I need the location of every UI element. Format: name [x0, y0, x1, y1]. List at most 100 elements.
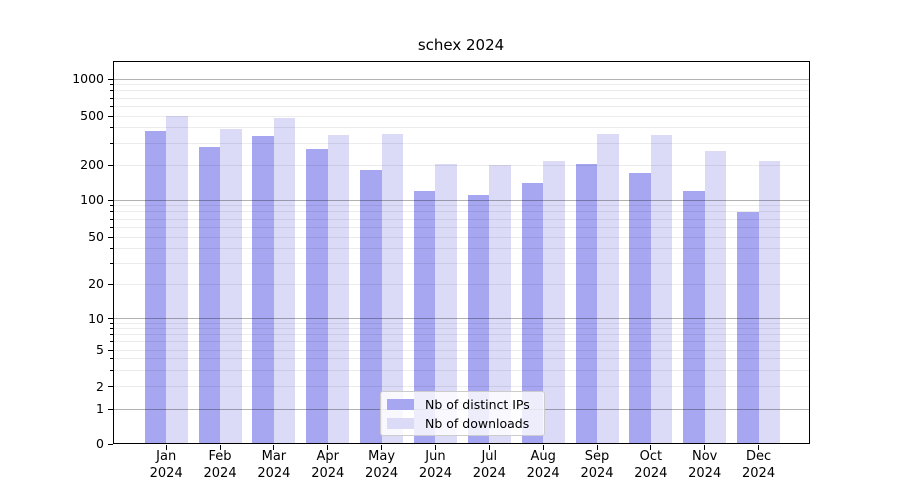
minor-gridline-4 [114, 358, 809, 360]
bar-apr-distinct-ips [306, 148, 328, 443]
y-minortick-70 [110, 218, 113, 220]
y-tick-500 [108, 115, 113, 117]
legend-swatch-downloads [387, 417, 414, 429]
bar-mar-downloads [273, 117, 296, 443]
major-gridline-10 [114, 318, 809, 319]
y-minortick-700 [110, 97, 113, 99]
y-minortick-90 [110, 205, 113, 207]
y-tick-100 [108, 199, 113, 201]
y-tick-20 [108, 283, 113, 285]
legend-item-downloads: Nb of downloads [387, 416, 536, 431]
minor-gridline-800 [114, 90, 809, 92]
y-tick-1 [108, 408, 113, 410]
y-tick-label-500: 500 [80, 108, 104, 123]
x-tick-label-aug-2024: Aug 2024 [526, 449, 560, 481]
y-minortick-400 [110, 127, 113, 129]
x-tick-label-jun-2024: Jun 2024 [418, 449, 452, 481]
y-tick-2 [108, 386, 113, 387]
minor-gridline-600 [114, 105, 809, 107]
x-tick-label-sep-2024: Sep 2024 [580, 449, 614, 481]
bar-oct-distinct-ips [629, 173, 651, 443]
y-minortick-3 [110, 369, 113, 371]
minor-gridline-700 [114, 97, 809, 99]
minor-gridline-40 [114, 247, 809, 249]
x-tick-label-dec-2024: Dec 2024 [742, 449, 776, 481]
x-tick-dec [758, 445, 760, 450]
y-minortick-40 [110, 247, 113, 249]
bar-aug-distinct-ips [521, 183, 544, 443]
minor-gridline-5 [114, 349, 809, 351]
y-tick-label-10: 10 [88, 310, 104, 326]
bar-mar-distinct-ips [252, 135, 274, 443]
y-tick-label-20: 20 [88, 276, 104, 291]
bar-may-distinct-ips [360, 170, 382, 443]
y-tick-1000 [108, 78, 113, 80]
bar-dec-downloads [758, 161, 781, 443]
x-tick-aug [542, 445, 544, 450]
minor-gridline-20 [114, 283, 809, 285]
y-tick-0 [108, 443, 113, 445]
x-tick-label-jan-2024: Jan 2024 [149, 449, 183, 481]
x-tick-mar [273, 445, 275, 450]
minor-gridline-400 [114, 127, 809, 129]
minor-gridline-500 [114, 115, 809, 117]
y-tick-label-5: 5 [96, 342, 104, 357]
x-tick-sep [596, 445, 598, 450]
minor-gridline-3 [114, 369, 809, 371]
legend: Nb of distinct IPs Nb of downloads [380, 391, 545, 436]
x-tick-jun [434, 445, 436, 450]
x-tick-nov [704, 445, 706, 450]
minor-gridline-8 [114, 328, 809, 330]
y-tick-5 [108, 349, 113, 351]
bar-jul-downloads [489, 165, 511, 443]
bar-jul-distinct-ips [467, 195, 490, 443]
minor-gridline-2 [114, 386, 809, 387]
bar-jan-downloads [166, 116, 188, 443]
y-minortick-300 [110, 142, 113, 144]
x-tick-label-apr-2024: Apr 2024 [311, 449, 345, 481]
bar-apr-downloads [327, 135, 350, 443]
x-tick-label-may-2024: May 2024 [365, 449, 399, 481]
minor-gridline-6 [114, 341, 809, 343]
minor-gridline-80 [114, 211, 809, 213]
minor-gridline-70 [114, 218, 809, 220]
major-gridline-100 [114, 199, 809, 201]
x-tick-may [381, 445, 383, 450]
y-tick-200 [108, 164, 113, 166]
y-tick-label-50: 50 [88, 229, 104, 244]
y-minortick-8 [110, 328, 113, 330]
y-tick-50 [108, 236, 113, 238]
plot-area [113, 61, 810, 444]
y-tick-label-0: 0 [96, 436, 104, 451]
y-minortick-6 [110, 341, 113, 343]
minor-gridline-900 [114, 84, 809, 86]
y-tick-label-100: 100 [80, 192, 104, 207]
legend-swatch-distinct-ips [387, 398, 414, 410]
y-tick-label-1000: 1000 [72, 71, 104, 86]
minor-gridline-90 [114, 205, 809, 207]
chart-title: schex 2024 [417, 36, 505, 54]
y-minortick-9 [110, 322, 113, 324]
bar-feb-distinct-ips [198, 147, 221, 443]
minor-gridline-50 [114, 236, 809, 238]
y-tick-label-2: 2 [96, 378, 104, 394]
major-gridline-1000 [114, 78, 809, 80]
bar-may-downloads [381, 133, 404, 443]
bar-sep-distinct-ips [575, 163, 597, 443]
minor-gridline-9 [114, 322, 809, 324]
minor-gridline-60 [114, 226, 809, 228]
y-minortick-900 [110, 84, 113, 86]
y-minortick-600 [110, 105, 113, 107]
bar-nov-downloads [704, 150, 727, 443]
x-tick-label-jul-2024: Jul 2024 [472, 449, 506, 481]
minor-gridline-7 [114, 334, 809, 336]
bar-jan-distinct-ips [144, 130, 167, 443]
y-minortick-800 [110, 90, 113, 92]
bar-feb-downloads [220, 129, 242, 443]
bar-dec-distinct-ips [737, 211, 759, 443]
x-tick-label-oct-2024: Oct 2024 [634, 449, 668, 481]
minor-gridline-30 [114, 262, 809, 264]
y-minortick-80 [110, 211, 113, 213]
legend-item-distinct-ips: Nb of distinct IPs [387, 397, 536, 412]
